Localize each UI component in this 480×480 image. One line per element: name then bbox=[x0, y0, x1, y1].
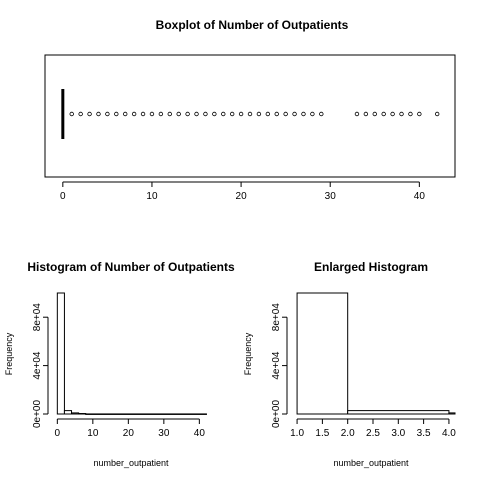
outlier-point bbox=[283, 111, 288, 117]
y-tick-label: 4e+04 bbox=[32, 351, 43, 380]
outlier-point bbox=[123, 111, 128, 117]
histogram-bar bbox=[347, 410, 450, 415]
histogram-bar bbox=[71, 412, 80, 415]
x-tick-label: 0 bbox=[60, 191, 66, 202]
y-tick-label: 8e+04 bbox=[271, 303, 282, 332]
x-tick-label: 30 bbox=[325, 191, 337, 202]
outlier-point bbox=[354, 111, 360, 117]
outlier-point bbox=[105, 111, 110, 117]
x-tick-label: 0 bbox=[55, 428, 61, 439]
x-tick-label: 3.0 bbox=[391, 428, 405, 439]
outlier-point bbox=[167, 111, 172, 117]
x-tick-label: 40 bbox=[414, 191, 426, 202]
x-tick-label: 10 bbox=[87, 428, 99, 439]
outlier-point bbox=[221, 111, 226, 117]
histogram-y-label: Frequency bbox=[4, 332, 14, 375]
histogram-bar bbox=[56, 292, 65, 415]
outlier-point bbox=[363, 111, 369, 117]
outlier-point bbox=[265, 111, 271, 117]
histogram-bar bbox=[85, 413, 207, 415]
enlarged-histogram-y-axis: 0e+00 4e+04 8e+04 bbox=[271, 303, 288, 429]
outlier-point bbox=[238, 111, 244, 117]
outlier-point bbox=[203, 111, 208, 117]
enlarged-histogram-x-axis: 1.0 1.5 2.0 2.5 3.0 3.5 4.0 bbox=[290, 418, 456, 439]
outlier-point bbox=[417, 111, 422, 117]
outlier-point bbox=[131, 111, 137, 117]
enlarged-histogram-bars bbox=[296, 292, 456, 415]
x-tick-label: 3.5 bbox=[417, 428, 431, 439]
outlier-point bbox=[256, 111, 262, 117]
x-tick-label: 2.5 bbox=[366, 428, 380, 439]
outlier-point bbox=[319, 111, 324, 117]
histogram-panel: Histogram of Number of Outpatients 0 10 20… bbox=[4, 260, 235, 468]
outlier-point bbox=[292, 111, 297, 117]
enlarged-histogram-title: Enlarged Histogram bbox=[314, 260, 428, 274]
y-tick-label: 8e+04 bbox=[32, 303, 43, 332]
y-tick-label: 0e+00 bbox=[32, 400, 43, 429]
outlier-point bbox=[390, 111, 395, 117]
outlier-point bbox=[114, 111, 119, 117]
outlier-point bbox=[274, 111, 279, 117]
outlier-point bbox=[140, 111, 146, 117]
enlarged-histogram-x-label: number_outpatient bbox=[333, 458, 409, 468]
histogram-bars bbox=[56, 292, 207, 415]
x-tick-label: 10 bbox=[146, 191, 158, 202]
outlier-point bbox=[158, 111, 164, 117]
x-tick-label: 40 bbox=[194, 428, 206, 439]
boxplot-frame bbox=[44, 54, 456, 178]
enlarged-histogram-panel: Enlarged Histogram 1.0 1.5 2.0 2.5 3.0 3.5 4.0… bbox=[243, 260, 456, 468]
x-tick-label: 1.5 bbox=[315, 428, 329, 439]
outlier-point bbox=[247, 111, 253, 117]
x-tick-label: 1.0 bbox=[290, 428, 304, 439]
outlier-point bbox=[212, 111, 217, 117]
x-tick-label: 20 bbox=[123, 428, 135, 439]
boxplot-panel: Boxplot of Number of Outpatients 0 10 20 30… bbox=[44, 18, 456, 202]
boxplot-title: Boxplot of Number of Outpatients bbox=[156, 18, 349, 32]
histogram-bar bbox=[78, 413, 87, 415]
x-tick-label: 20 bbox=[236, 191, 248, 202]
histogram-x-axis: 0 10 20 30 40 bbox=[55, 418, 206, 439]
histogram-x-label: number_outpatient bbox=[93, 458, 169, 468]
histogram-title: Histogram of Number of Outpatients bbox=[27, 260, 235, 274]
outlier-point bbox=[185, 111, 190, 117]
x-tick-label: 30 bbox=[158, 428, 170, 439]
histogram-y-axis: 0e+00 4e+04 8e+04 bbox=[32, 303, 49, 429]
x-tick-label: 2.0 bbox=[341, 428, 355, 439]
boxplot-x-axis: 0 10 20 30 40 bbox=[60, 181, 426, 202]
outlier-point bbox=[87, 111, 92, 117]
outlier-point bbox=[434, 111, 440, 117]
outlier-point bbox=[78, 111, 83, 117]
outlier-point bbox=[381, 111, 386, 117]
outlier-point bbox=[149, 111, 155, 117]
outlier-point bbox=[372, 111, 377, 117]
outlier-point bbox=[194, 111, 199, 117]
enlarged-histogram-y-label: Frequency bbox=[243, 332, 253, 375]
outlier-point bbox=[310, 111, 315, 117]
outlier-point bbox=[399, 111, 404, 117]
boxplot-marks bbox=[61, 89, 440, 139]
outlier-point bbox=[176, 111, 181, 117]
outlier-point bbox=[301, 111, 306, 117]
outlier-point bbox=[408, 111, 413, 117]
histogram-bar bbox=[448, 412, 456, 415]
y-tick-label: 0e+00 bbox=[271, 400, 282, 429]
outlier-point bbox=[96, 111, 101, 117]
outlier-point bbox=[69, 111, 74, 117]
y-tick-label: 4e+04 bbox=[271, 351, 282, 380]
histogram-bar bbox=[63, 410, 73, 415]
histogram-bar bbox=[296, 292, 349, 415]
x-tick-label: 4.0 bbox=[442, 428, 456, 439]
outlier-point bbox=[229, 111, 235, 117]
